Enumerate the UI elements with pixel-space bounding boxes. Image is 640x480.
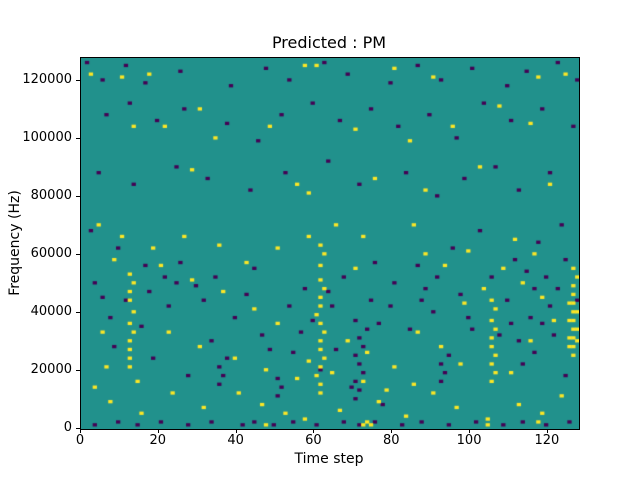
x-tick-mark (235, 429, 237, 433)
x-tick-label: 100 (456, 433, 482, 448)
x-tick-label: 80 (382, 433, 400, 448)
x-tick-mark (469, 429, 471, 433)
x-tick-label: 120 (534, 433, 560, 448)
plot-area (80, 57, 580, 430)
y-tick-mark (76, 428, 80, 429)
y-tick-label: 100000 (22, 130, 72, 146)
chart-title: Predicted : PM (271, 33, 387, 52)
y-tick-mark (76, 196, 80, 198)
y-tick-label: 120000 (22, 72, 72, 88)
x-tick-mark (546, 429, 548, 433)
y-tick-mark (76, 254, 80, 256)
y-tick-mark (76, 312, 80, 314)
x-tick-mark (157, 429, 159, 433)
heatmap-canvas (81, 58, 579, 429)
x-tick-mark (391, 429, 393, 433)
y-tick-label: 0 (63, 420, 72, 435)
x-tick-mark (80, 429, 81, 433)
x-tick-label: 40 (227, 433, 244, 448)
x-tick-mark (313, 429, 315, 433)
x-tick-label: 20 (149, 433, 167, 448)
y-tick-label: 20000 (30, 362, 72, 378)
x-axis-label: Time step (294, 451, 364, 467)
y-tick-mark (76, 138, 80, 140)
y-tick-mark (76, 80, 80, 82)
x-tick-label: 0 (75, 433, 85, 448)
y-tick-label: 80000 (30, 188, 72, 204)
y-tick-label: 60000 (30, 246, 72, 262)
y-tick-mark (76, 370, 80, 372)
y-tick-label: 40000 (30, 304, 72, 320)
x-tick-label: 60 (305, 433, 322, 448)
